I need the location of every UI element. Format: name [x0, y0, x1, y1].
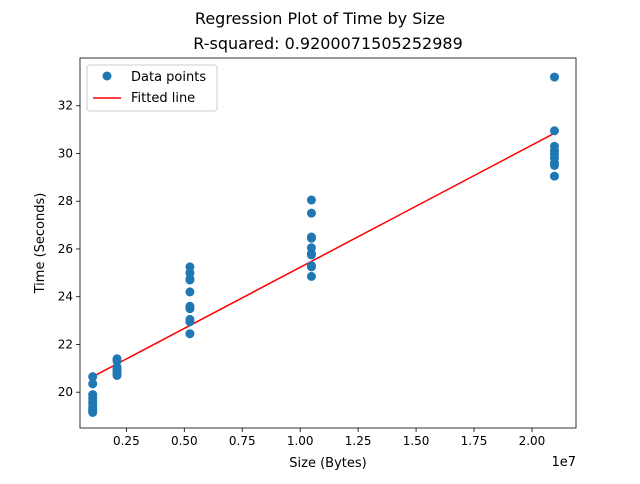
data-point	[549, 171, 559, 181]
legend-box	[86, 64, 218, 112]
data-point	[185, 304, 195, 314]
y-tick-label: 20	[58, 385, 73, 399]
plot-area	[79, 57, 577, 429]
legend-label-data-points: Data points	[131, 70, 206, 85]
data-point	[306, 208, 316, 218]
y-tick-label: 24	[58, 290, 73, 304]
data-point	[306, 262, 316, 272]
x-axis-ticks: 0.25 0.50 0.75 1.00 1.25 1.50 1.75 2.00	[113, 428, 545, 448]
x-axis-label: Size (Bytes)	[289, 456, 366, 471]
fitted-line	[92, 132, 555, 378]
data-point	[306, 195, 316, 205]
data-point	[306, 250, 316, 260]
y-tick-label: 32	[58, 99, 73, 113]
x-tick-label: 1.50	[403, 434, 430, 448]
x-axis-offset-text: 1e7	[551, 455, 576, 470]
x-tick-label: 0.50	[171, 434, 198, 448]
x-tick-label: 0.25	[113, 434, 140, 448]
y-tick-label: 26	[58, 242, 73, 256]
data-point	[306, 271, 316, 281]
data-point	[549, 72, 559, 82]
legend-label-fitted-line: Fitted line	[131, 91, 195, 106]
y-tick-label: 30	[58, 146, 73, 160]
x-tick-label: 2.00	[519, 434, 546, 448]
fitted-line-layer	[92, 132, 555, 378]
legend-marker-data-points	[102, 71, 112, 81]
data-point	[185, 275, 195, 285]
x-tick-label: 1.00	[287, 434, 314, 448]
data-points-layer	[88, 72, 559, 417]
y-tick-label: 28	[58, 194, 73, 208]
data-point	[88, 406, 98, 416]
x-tick-label: 1.25	[345, 434, 372, 448]
data-point	[549, 160, 559, 170]
data-point	[185, 287, 195, 297]
chart-subtitle: R-squared: 0.9200071505252989	[193, 34, 463, 53]
y-axis-ticks: 20 22 24 26 28 30 32	[58, 99, 80, 399]
data-point	[549, 126, 559, 136]
x-tick-label: 1.75	[461, 434, 488, 448]
data-point	[88, 372, 98, 382]
x-tick-label: 0.75	[229, 434, 256, 448]
chart-title: Regression Plot of Time by Size	[195, 9, 445, 28]
data-point	[112, 370, 122, 380]
y-tick-label: 22	[58, 337, 73, 351]
data-point	[306, 233, 316, 243]
data-point	[185, 317, 195, 327]
y-axis-label: Time (Seconds)	[33, 193, 48, 295]
data-point	[185, 329, 195, 339]
legend: Data points Fitted line	[86, 64, 218, 112]
data-point	[88, 379, 98, 389]
